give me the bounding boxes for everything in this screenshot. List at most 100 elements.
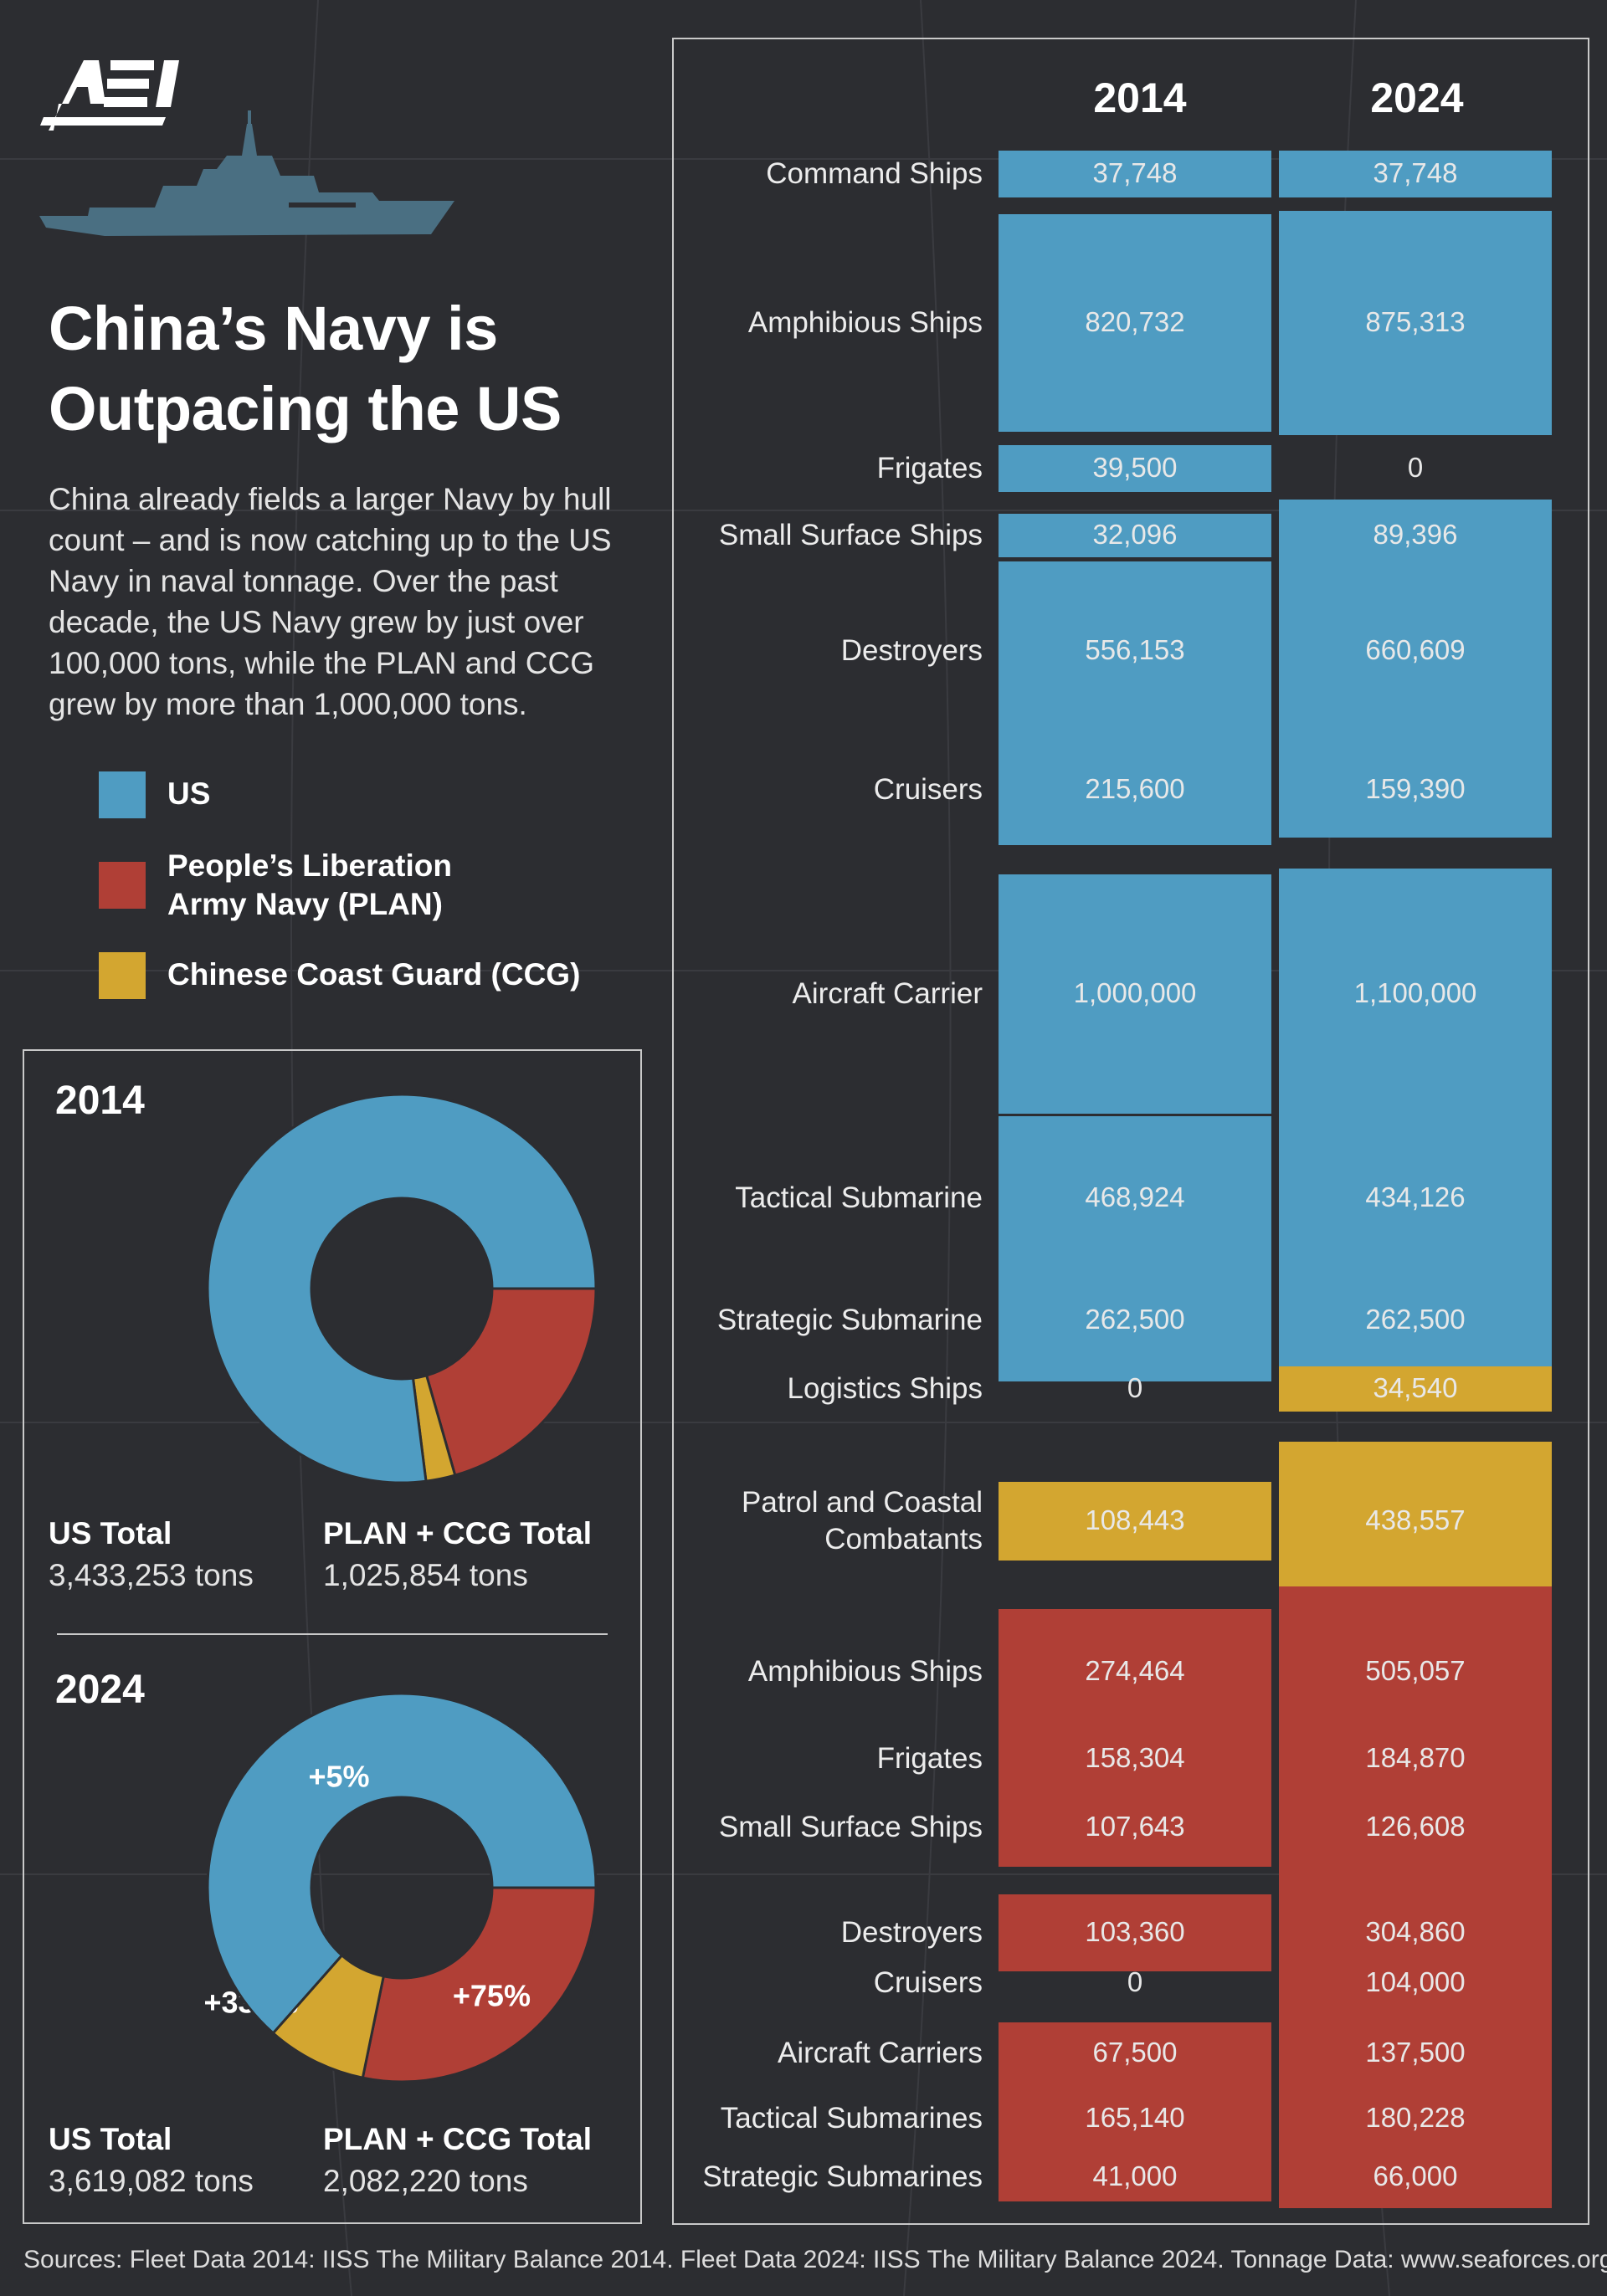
- bar-category-label: Cruisers: [873, 773, 983, 806]
- bar-2024-ccg: [1279, 1366, 1552, 1412]
- sources-footnote: Sources: Fleet Data 2014: IISS The Milit…: [23, 2246, 1607, 2273]
- donut-chart-2024: +75%+336%+5%: [203, 1692, 598, 2083]
- bar-value-label: 37,748: [1373, 157, 1458, 188]
- legend-swatch-us: [99, 771, 146, 818]
- bar-2024-us: [1279, 741, 1552, 838]
- bar-value-label: 165,140: [1085, 2102, 1185, 2133]
- title-line-2: Outpacing the US: [49, 374, 562, 443]
- bar-category-label: Tactical Submarine: [735, 1181, 983, 1214]
- bar-value-label: 0: [1127, 1966, 1143, 1997]
- bar-category-label: Strategic Submarines: [702, 2160, 983, 2193]
- donut-2024-slice-plan: [361, 1886, 598, 2083]
- bar-value-label: 438,557: [1365, 1504, 1466, 1535]
- bar-value-label: 108,443: [1085, 1504, 1185, 1535]
- bar-category-label: Cruisers: [873, 1966, 983, 1999]
- bar-value-label: 556,153: [1085, 634, 1185, 665]
- bar-category-label: Logistics Ships: [787, 1372, 983, 1405]
- bar-value-label: 274,464: [1085, 1655, 1185, 1686]
- legend-label-plan: People’s Liberation Army Navy (PLAN): [167, 848, 452, 921]
- bar-category-label: Destroyers: [840, 1916, 983, 1949]
- bar-value-label: 875,313: [1365, 306, 1466, 337]
- aei-logo: [40, 60, 179, 131]
- legend-label-us: US: [167, 776, 211, 811]
- bar-value-label: 32,096: [1092, 519, 1178, 550]
- bar-value-label: 41,000: [1092, 2160, 1178, 2191]
- bar-value-label: 67,500: [1092, 2037, 1178, 2068]
- bar-value-label: 262,500: [1085, 1304, 1185, 1335]
- total-us-2014-value: 3,433,253 tons: [49, 1558, 254, 1592]
- bar-value-label: 89,396: [1373, 519, 1458, 550]
- bar-2024-us: [1279, 151, 1552, 197]
- bar-2024-us: [1279, 211, 1552, 435]
- bar-category-label: Aircraft Carrier: [792, 977, 983, 1010]
- intro-paragraph: China already fields a larger Navy by hu…: [49, 482, 612, 721]
- bar-value-label: 103,360: [1085, 1916, 1185, 1947]
- bar-value-label: 468,924: [1085, 1181, 1185, 1212]
- donut-chart-2014: [206, 1093, 598, 1484]
- donut-2024-annotation-plan: +75%: [453, 1978, 531, 2012]
- donut-2024-title: 2024: [55, 1668, 145, 1712]
- bar-value-label: 434,126: [1365, 1181, 1466, 1212]
- bar-value-label: 1,000,000: [1073, 977, 1197, 1008]
- bar-category-label: Tactical Submarines: [720, 2102, 983, 2135]
- bar-value-label: 180,228: [1365, 2102, 1466, 2133]
- bar-category-label: Small Surface Ships: [718, 1811, 983, 1843]
- bar-value-label: 37,748: [1092, 157, 1178, 188]
- bar-2014-us: [999, 444, 1271, 493]
- legend-swatch-plan: [99, 862, 146, 909]
- bar-2014-us: [999, 1116, 1271, 1280]
- bar-value-label: 66,000: [1373, 2160, 1458, 2191]
- bar-value-label: 1,100,000: [1353, 977, 1477, 1008]
- warship-silhouette: [39, 110, 454, 236]
- bar-value-label: 505,057: [1365, 1655, 1466, 1686]
- bar-2024-us: [1279, 1119, 1552, 1278]
- bar-2024-us: [1279, 1258, 1552, 1382]
- bar-value-label: 820,732: [1085, 306, 1185, 337]
- bar-category-label: Frigates: [876, 452, 983, 484]
- bar-2014-us: [999, 151, 1271, 197]
- bar-2014-plan: [999, 1894, 1271, 1971]
- legend-label-ccg: Chinese Coast Guard (CCG): [167, 957, 581, 992]
- total-china-2014-label: PLAN + CCG Total: [323, 1516, 593, 1550]
- bar-value-label: 158,304: [1085, 1742, 1185, 1773]
- bar-value-label: 39,500: [1092, 452, 1178, 483]
- bar-2014-us: [999, 214, 1271, 432]
- bar-value-label: 184,870: [1365, 1742, 1466, 1773]
- legend-swatch-ccg: [99, 952, 146, 999]
- column-header-2024: 2024: [1370, 74, 1464, 121]
- bar-value-label: 262,500: [1365, 1304, 1466, 1335]
- page-title: China’s Navy is Outpacing the US: [49, 289, 634, 449]
- bar-value-label: 107,643: [1085, 1811, 1185, 1842]
- donut-panel: [23, 1049, 642, 2224]
- bar-value-label: 34,540: [1373, 1372, 1458, 1403]
- bar-2024-ccg: [1279, 1442, 1552, 1601]
- donut-2014-slice-us: [206, 1093, 598, 1484]
- bar-value-label: 0: [1407, 452, 1424, 483]
- bar-category-label: Command Ships: [766, 157, 983, 190]
- bar-2014-plan: [999, 2153, 1271, 2201]
- donut-2014-slice-plan: [424, 1287, 598, 1477]
- bar-2024-plan: [1279, 2146, 1552, 2208]
- bar-category-label: Amphibious Ships: [747, 306, 983, 339]
- title-line-1: China’s Navy is: [49, 294, 498, 363]
- bar-2024-plan: [1279, 1785, 1552, 1870]
- bar-category-label: Strategic Submarine: [716, 1304, 983, 1336]
- bar-2014-us: [999, 734, 1271, 846]
- bar-2024-us: [1279, 553, 1552, 749]
- bar-value-label: 126,608: [1365, 1811, 1466, 1842]
- bar-2014-us: [999, 1258, 1271, 1382]
- bar-value-label: 0: [1127, 1372, 1143, 1403]
- total-us-2024-label: US Total: [49, 2122, 172, 2156]
- bar-value-label: 137,500: [1365, 2037, 1466, 2068]
- bar-category-label: Destroyers: [840, 634, 983, 667]
- bar-2024-us: [1279, 869, 1552, 1120]
- bar-2014-ccg: [999, 1481, 1271, 1561]
- donut-divider: [57, 1633, 608, 1635]
- bar-category-label: Frigates: [876, 1742, 983, 1775]
- bar-category-label: Amphibious Ships: [747, 1655, 983, 1688]
- donut-2024-slice-us: [206, 1692, 598, 2035]
- bar-value-label: 215,600: [1085, 773, 1185, 804]
- bar-value-label: 159,390: [1365, 773, 1466, 804]
- donut-2014-title: 2014: [55, 1079, 145, 1123]
- bar-2014-plan: [999, 2069, 1271, 2168]
